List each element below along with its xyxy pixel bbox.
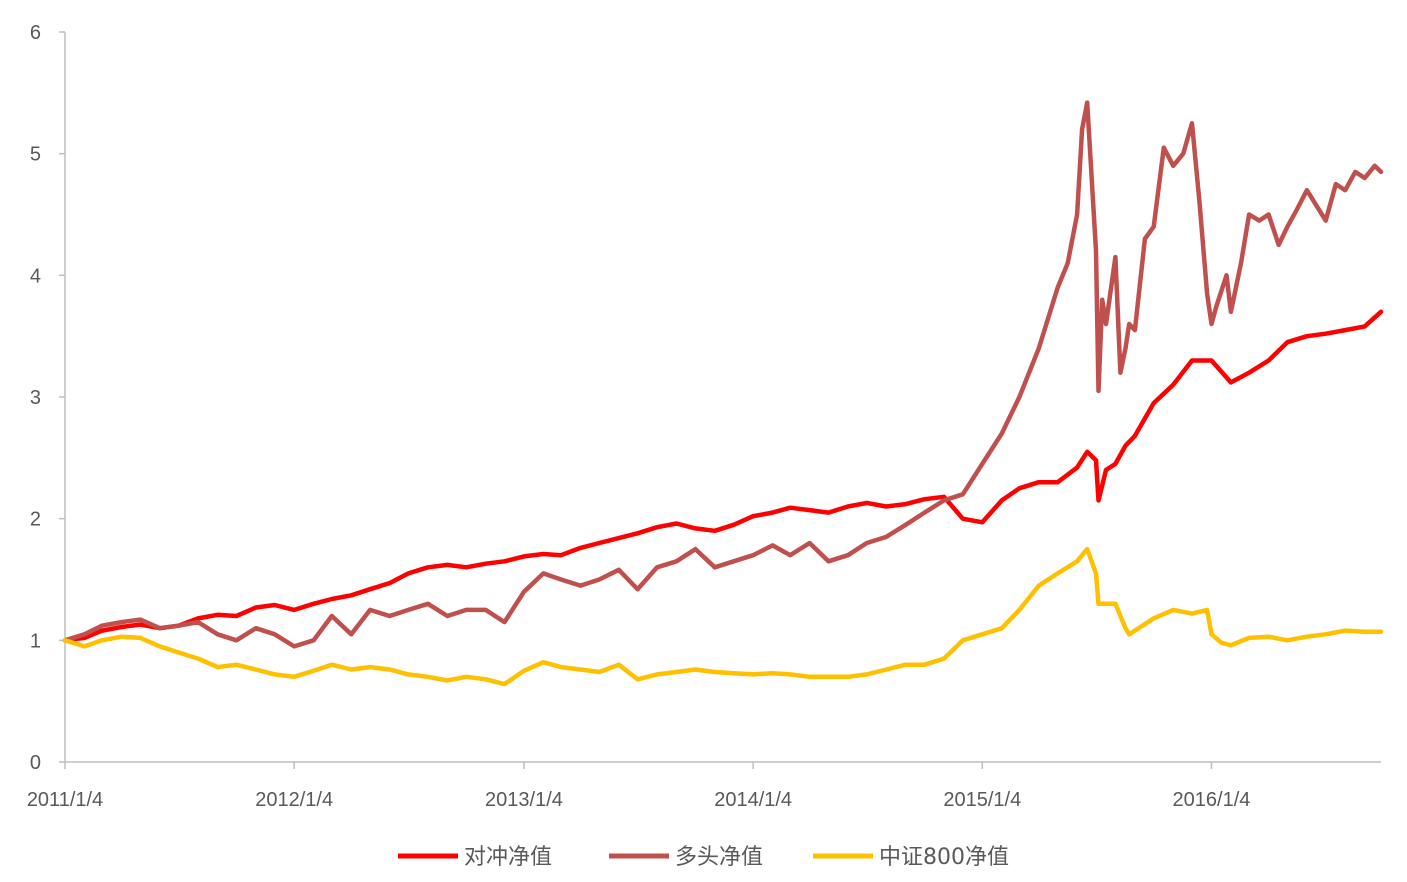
series-line-1 — [62, 100, 1384, 649]
x-tick-label: 2014/1/4 — [714, 789, 792, 811]
plot-lines — [62, 100, 1384, 687]
y-tick-label: 5 — [30, 144, 41, 166]
legend-label-1: 多头净值 — [675, 845, 763, 870]
x-tick-label: 2011/1/4 — [27, 789, 103, 811]
x-tick-label: 2012/1/4 — [255, 789, 333, 811]
x-tick-label: 2016/1/4 — [1173, 789, 1251, 811]
y-tick-label: 1 — [30, 630, 41, 652]
legend: 对冲净值 多头净值 中证800净值 — [398, 845, 1009, 870]
y-tick-label: 0 — [30, 752, 41, 774]
series-line-2 — [62, 546, 1384, 687]
legend-label-2: 中证800净值 — [879, 845, 1009, 870]
y-tick-label: 3 — [30, 387, 41, 409]
y-tick-label: 2 — [30, 509, 41, 531]
axes: 0 1 2 3 4 5 6 2011/1/4 2012/1/4 2013/1/4 2014/1/4 2… — [27, 22, 1381, 811]
series-line-0 — [62, 309, 1384, 643]
y-tick-label: 4 — [30, 265, 41, 287]
legend-label-0: 对冲净值 — [464, 845, 552, 870]
y-tick-label: 6 — [30, 22, 41, 44]
x-tick-label: 2015/1/4 — [943, 789, 1021, 811]
x-tick-label: 2013/1/4 — [485, 789, 563, 811]
